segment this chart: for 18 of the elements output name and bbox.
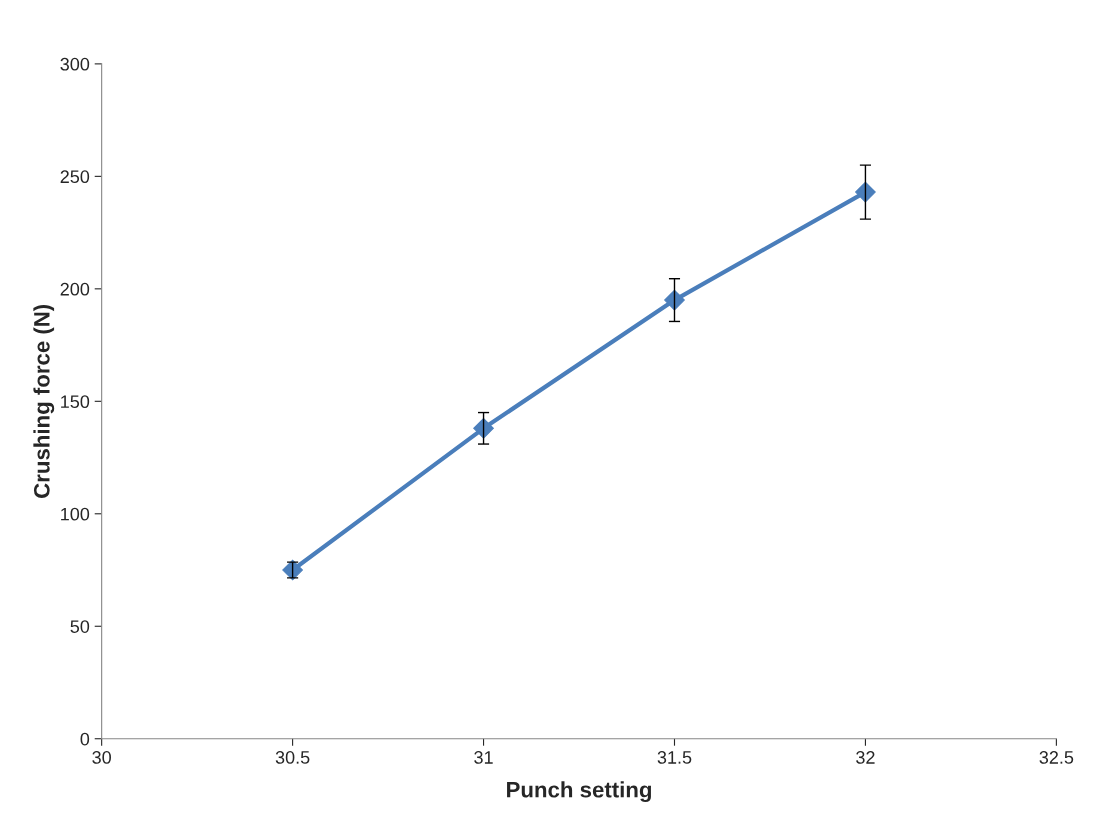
x-tick-label: 32 — [856, 751, 875, 764]
x-tick-label: 31 — [474, 751, 493, 764]
x-tick-label: 32.5 — [1039, 751, 1074, 764]
x-tick-label: 30.5 — [275, 751, 310, 764]
y-tick-label: 150 — [61, 395, 90, 409]
y-tick-label: 250 — [60, 170, 90, 184]
x-axis-title: Punch setting — [507, 781, 651, 803]
y-tick-label: 50 — [70, 620, 90, 633]
y-tick-label: 200 — [60, 282, 90, 296]
point — [855, 181, 876, 203]
y-tick-label: 300 — [60, 57, 90, 71]
point — [473, 417, 494, 439]
y-axis-title: Crushing force (N) — [33, 304, 55, 498]
y-tick-label: 0 — [80, 732, 90, 746]
y-tick-label: 100 — [61, 507, 90, 521]
x-tick-label: 30 — [92, 751, 111, 764]
point — [664, 289, 685, 311]
x-tick-label: 31.5 — [657, 751, 692, 764]
